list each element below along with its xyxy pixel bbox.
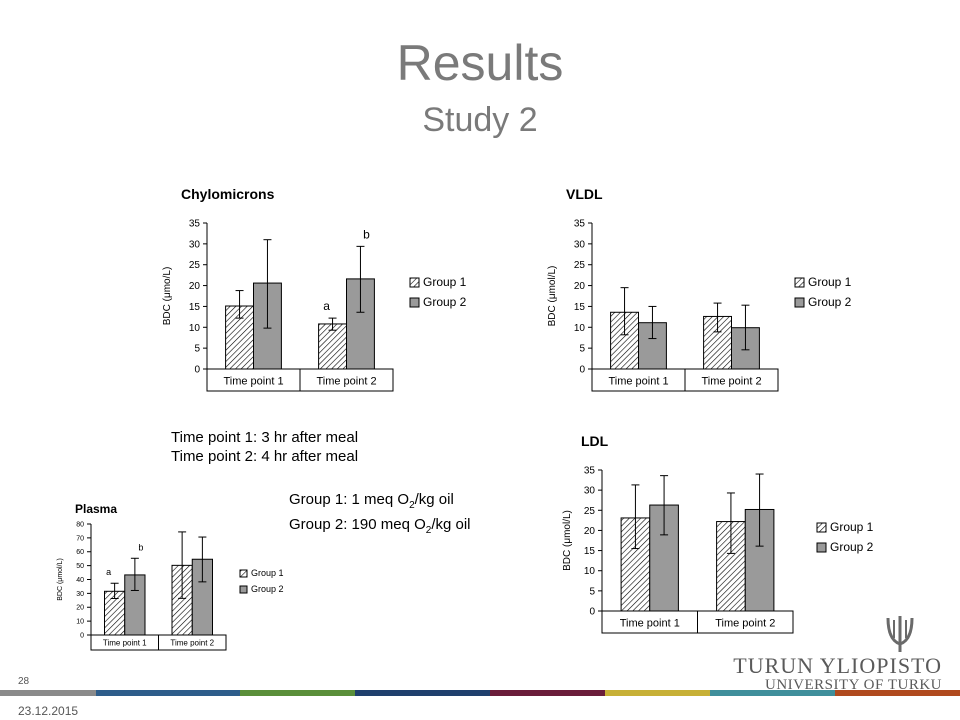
- legend-swatch: [794, 297, 805, 308]
- chylomicrons-chart-title: Chylomicrons: [181, 186, 275, 202]
- x-tick-label: Time point 2: [715, 617, 775, 629]
- group-notes: Group 1: 1 meq O2/kg oil Group 2: 190 me…: [289, 490, 471, 540]
- significance-label: a: [106, 567, 111, 577]
- y-tick-label: 25: [584, 506, 596, 517]
- footer-color-segment: [710, 690, 836, 696]
- significance-label: b: [363, 227, 370, 241]
- y-tick-label: 5: [589, 586, 595, 597]
- y-axis-label: BDC (μmo/L): [162, 267, 173, 326]
- y-tick-label: 50: [76, 563, 84, 570]
- y-tick-label: 30: [584, 486, 596, 497]
- logo-line-1: TURUN YLIOPISTO: [733, 653, 942, 678]
- significance-label: b: [138, 542, 143, 552]
- slide-title: Results: [396, 35, 564, 91]
- legend-swatch: [816, 542, 827, 553]
- y-tick-label: 10: [584, 566, 596, 577]
- y-tick-label: 60: [76, 549, 84, 556]
- y-tick-label: 80: [76, 521, 84, 528]
- footer-color-segment: [835, 690, 960, 696]
- x-tick-label: Time point 1: [103, 639, 147, 648]
- legend-label: Group 2: [251, 584, 284, 594]
- y-tick-label: 70: [76, 535, 84, 542]
- y-tick-label: 35: [574, 219, 586, 230]
- legend-swatch: [239, 585, 248, 594]
- y-tick-label: 20: [189, 281, 201, 292]
- slide-date: 23.12.2015: [18, 704, 79, 718]
- logo-line-2: UNIVERSITY OF TURKU: [764, 677, 942, 693]
- y-tick-label: 10: [189, 323, 201, 334]
- time-point-2-note: Time point 2: 4 hr after meal: [171, 448, 359, 465]
- university-logo-text: TURUN YLIOPISTO UNIVERSITY OF TURKU: [733, 653, 942, 694]
- vldl-chart-title: VLDL: [566, 186, 603, 202]
- plasma-chart: 0 10 20 30 40 50 60 70 80 BDC (μmol/L) Time point …: [57, 521, 284, 651]
- legend-label: Group 2: [808, 295, 852, 309]
- legend-label: Group 1: [830, 520, 874, 534]
- legend-label: Group 2: [423, 295, 467, 309]
- footer-color-bar: [0, 690, 960, 696]
- bar: [716, 521, 746, 612]
- y-tick-label: 10: [574, 323, 586, 334]
- legend-swatch: [409, 297, 420, 308]
- y-tick-label: 20: [584, 526, 596, 537]
- x-tick-label: Time point 1: [620, 617, 680, 629]
- y-tick-label: 15: [574, 302, 586, 313]
- group-2-note: Group 2: 190 meq O2/kg oil: [289, 516, 471, 536]
- footer-color-segment: [96, 690, 240, 696]
- y-tick-label: 35: [584, 466, 596, 477]
- y-tick-label: 0: [589, 607, 595, 618]
- chylomicrons-chart: 0 5 10 15 20 25 30 35 BDC (μmo/L) Time point 1 Tim…: [162, 219, 467, 392]
- legend-label: Group 2: [830, 540, 874, 554]
- x-tick-label: Time point 2: [701, 375, 761, 387]
- y-tick-label: 15: [189, 302, 201, 313]
- y-axis-label: BDC (μmol/L): [562, 510, 573, 571]
- slide-subtitle: Study 2: [422, 101, 538, 139]
- y-tick-label: 30: [574, 239, 586, 250]
- footer-color-segment: [604, 690, 711, 696]
- ldl-chart: 0 5 10 15 20 25 30 35 BDC (μmol/L) Time point 1 Ti…: [562, 466, 874, 634]
- vldl-chart: 0 5 10 15 20 25 30 35 BDC (μmol/L) Time point 1 Ti…: [547, 219, 852, 392]
- footer-color-segment: [240, 690, 356, 696]
- legend-label: Group 1: [251, 568, 284, 578]
- legend-label: Group 1: [423, 275, 467, 289]
- y-tick-label: 5: [579, 344, 585, 355]
- time-point-notes: Time point 1: 3 hr after meal Time point…: [171, 428, 358, 466]
- legend-swatch: [409, 277, 420, 288]
- bar: [318, 323, 348, 370]
- legend-swatch: [794, 277, 805, 288]
- y-tick-label: 5: [194, 344, 200, 355]
- y-tick-label: 0: [194, 365, 200, 376]
- legend-swatch: [816, 522, 827, 533]
- footer-color-segment: [489, 690, 605, 696]
- university-crest-icon: [886, 616, 914, 652]
- x-tick-label: Time point 1: [608, 375, 668, 387]
- y-tick-label: 30: [76, 591, 84, 598]
- y-tick-label: 25: [189, 260, 201, 271]
- y-tick-label: 10: [76, 619, 84, 626]
- y-tick-label: 25: [574, 260, 586, 271]
- y-axis-label: BDC (μmol/L): [57, 558, 64, 601]
- y-axis-label: BDC (μmol/L): [547, 266, 558, 327]
- y-tick-label: 15: [584, 546, 596, 557]
- significance-label: a: [323, 299, 330, 313]
- x-tick-label: Time point 2: [316, 375, 376, 387]
- plasma-chart-title: Plasma: [75, 502, 118, 516]
- legend-label: Group 1: [808, 275, 852, 289]
- y-tick-label: 35: [189, 219, 201, 230]
- time-point-1-note: Time point 1: 3 hr after meal: [171, 429, 359, 446]
- footer-color-segment: [355, 690, 490, 696]
- y-tick-label: 30: [189, 239, 201, 250]
- ldl-chart-title: LDL: [581, 433, 609, 449]
- y-tick-label: 0: [579, 365, 585, 376]
- y-tick-label: 20: [574, 281, 586, 292]
- slide-number: 28: [18, 676, 30, 687]
- y-tick-label: 0: [80, 632, 84, 639]
- x-tick-label: Time point 1: [223, 375, 283, 387]
- legend-swatch: [239, 569, 248, 578]
- group-1-note: Group 1: 1 meq O2/kg oil: [289, 491, 454, 511]
- footer-color-segment: [0, 690, 96, 696]
- x-tick-label: Time point 2: [170, 639, 214, 648]
- y-tick-label: 20: [76, 605, 84, 612]
- y-tick-label: 40: [76, 577, 84, 584]
